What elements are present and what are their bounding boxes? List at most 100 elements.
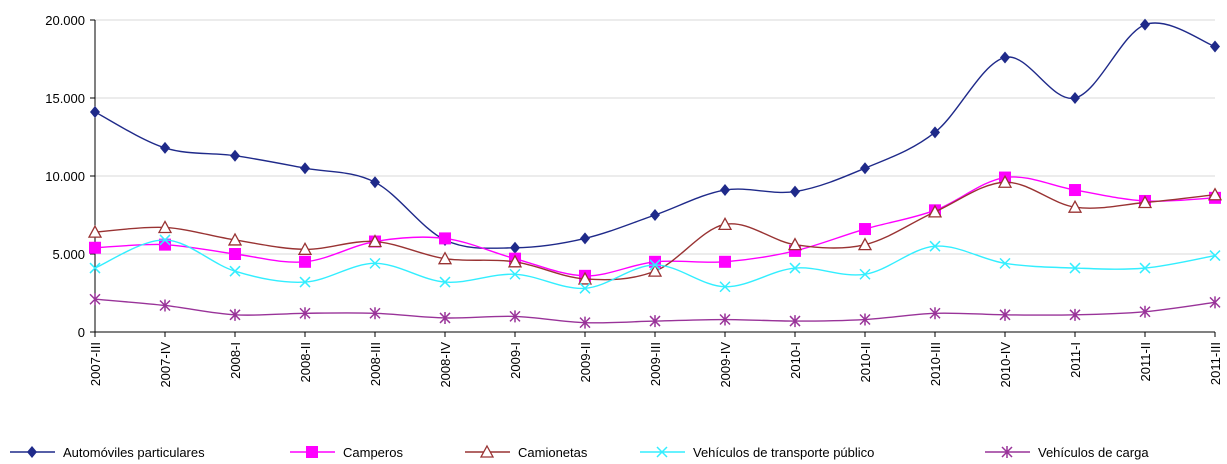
marker (510, 241, 520, 254)
marker (649, 315, 661, 328)
y-tick-label: 15.000 (45, 91, 85, 106)
y-tick-label: 5.000 (52, 247, 85, 262)
marker (159, 299, 171, 312)
marker (369, 257, 381, 269)
marker (997, 174, 1013, 188)
marker (509, 310, 521, 323)
marker (717, 217, 733, 231)
x-tick-label: 2011-I (1068, 342, 1083, 378)
marker (859, 313, 871, 326)
marker (1000, 51, 1010, 64)
marker (306, 446, 318, 458)
marker (787, 237, 803, 251)
marker (1139, 262, 1151, 274)
x-tick-label: 2007-IV (158, 342, 173, 388)
marker (647, 263, 663, 277)
marker (89, 262, 101, 274)
marker (367, 234, 383, 248)
marker (300, 162, 310, 175)
x-tick-label: 2010-III (928, 342, 943, 386)
marker (370, 176, 380, 189)
marker (577, 271, 593, 285)
legend-label: Automóviles particulares (63, 445, 205, 460)
marker (439, 311, 451, 324)
marker (89, 241, 101, 254)
marker (720, 184, 730, 197)
legend-label: Vehículos de carga (1038, 445, 1149, 460)
marker (649, 255, 661, 268)
marker (230, 149, 240, 162)
x-tick-label: 2010-I (788, 342, 803, 379)
marker (719, 255, 731, 268)
x-tick-label: 2007-III (88, 342, 103, 386)
y-tick-label: 0 (78, 325, 85, 340)
x-tick-label: 2008-I (228, 342, 243, 379)
x-tick-label: 2009-II (578, 342, 593, 382)
marker (437, 251, 453, 265)
marker (579, 282, 591, 294)
marker (580, 232, 590, 245)
marker (1001, 446, 1013, 458)
marker (507, 254, 523, 268)
marker (579, 316, 591, 329)
y-tick-label: 10.000 (45, 169, 85, 184)
marker (299, 307, 311, 320)
marker (719, 281, 731, 293)
marker (297, 241, 313, 255)
marker (90, 106, 100, 119)
marker (857, 237, 873, 251)
marker (719, 313, 731, 326)
marker (1139, 305, 1151, 318)
marker (656, 446, 668, 458)
marker (1137, 195, 1153, 209)
legend-label: Camperos (343, 445, 403, 460)
marker (927, 204, 943, 218)
marker (229, 248, 241, 260)
marker (439, 276, 451, 288)
marker (439, 232, 451, 245)
marker (227, 232, 243, 246)
marker (229, 265, 241, 277)
marker (369, 307, 381, 320)
marker (859, 223, 871, 236)
marker (789, 315, 801, 328)
marker (1140, 18, 1150, 31)
marker (157, 220, 173, 234)
marker (27, 446, 37, 458)
marker (999, 308, 1011, 321)
marker (1069, 308, 1081, 321)
marker (1070, 92, 1080, 104)
x-tick-label: 2010-II (858, 342, 873, 382)
marker (1209, 250, 1221, 262)
marker (509, 268, 521, 280)
x-tick-label: 2011-II (1138, 342, 1153, 382)
marker (87, 224, 103, 238)
marker (299, 255, 311, 268)
x-tick-label: 2010-IV (998, 342, 1013, 388)
marker (859, 268, 871, 280)
marker (160, 141, 170, 154)
marker (930, 126, 940, 139)
marker (299, 276, 311, 288)
legend-label: Camionetas (518, 445, 588, 460)
marker (1067, 199, 1083, 213)
x-tick-label: 2011-III (1208, 342, 1223, 385)
marker (159, 234, 171, 246)
x-tick-label: 2009-IV (718, 342, 733, 388)
marker (929, 240, 941, 252)
marker (159, 238, 171, 251)
series-line (94, 22, 1216, 249)
marker (89, 293, 101, 306)
marker (649, 259, 661, 271)
marker (999, 257, 1011, 269)
marker (1210, 40, 1220, 53)
marker (650, 209, 660, 221)
marker (479, 444, 495, 458)
x-tick-label: 2009-I (508, 342, 523, 379)
marker (229, 308, 241, 321)
legend-label: Vehículos de transporte público (693, 445, 874, 460)
x-tick-label: 2008-III (368, 342, 383, 386)
marker (1207, 187, 1223, 201)
x-tick-label: 2008-II (298, 342, 313, 382)
marker (1069, 184, 1081, 197)
